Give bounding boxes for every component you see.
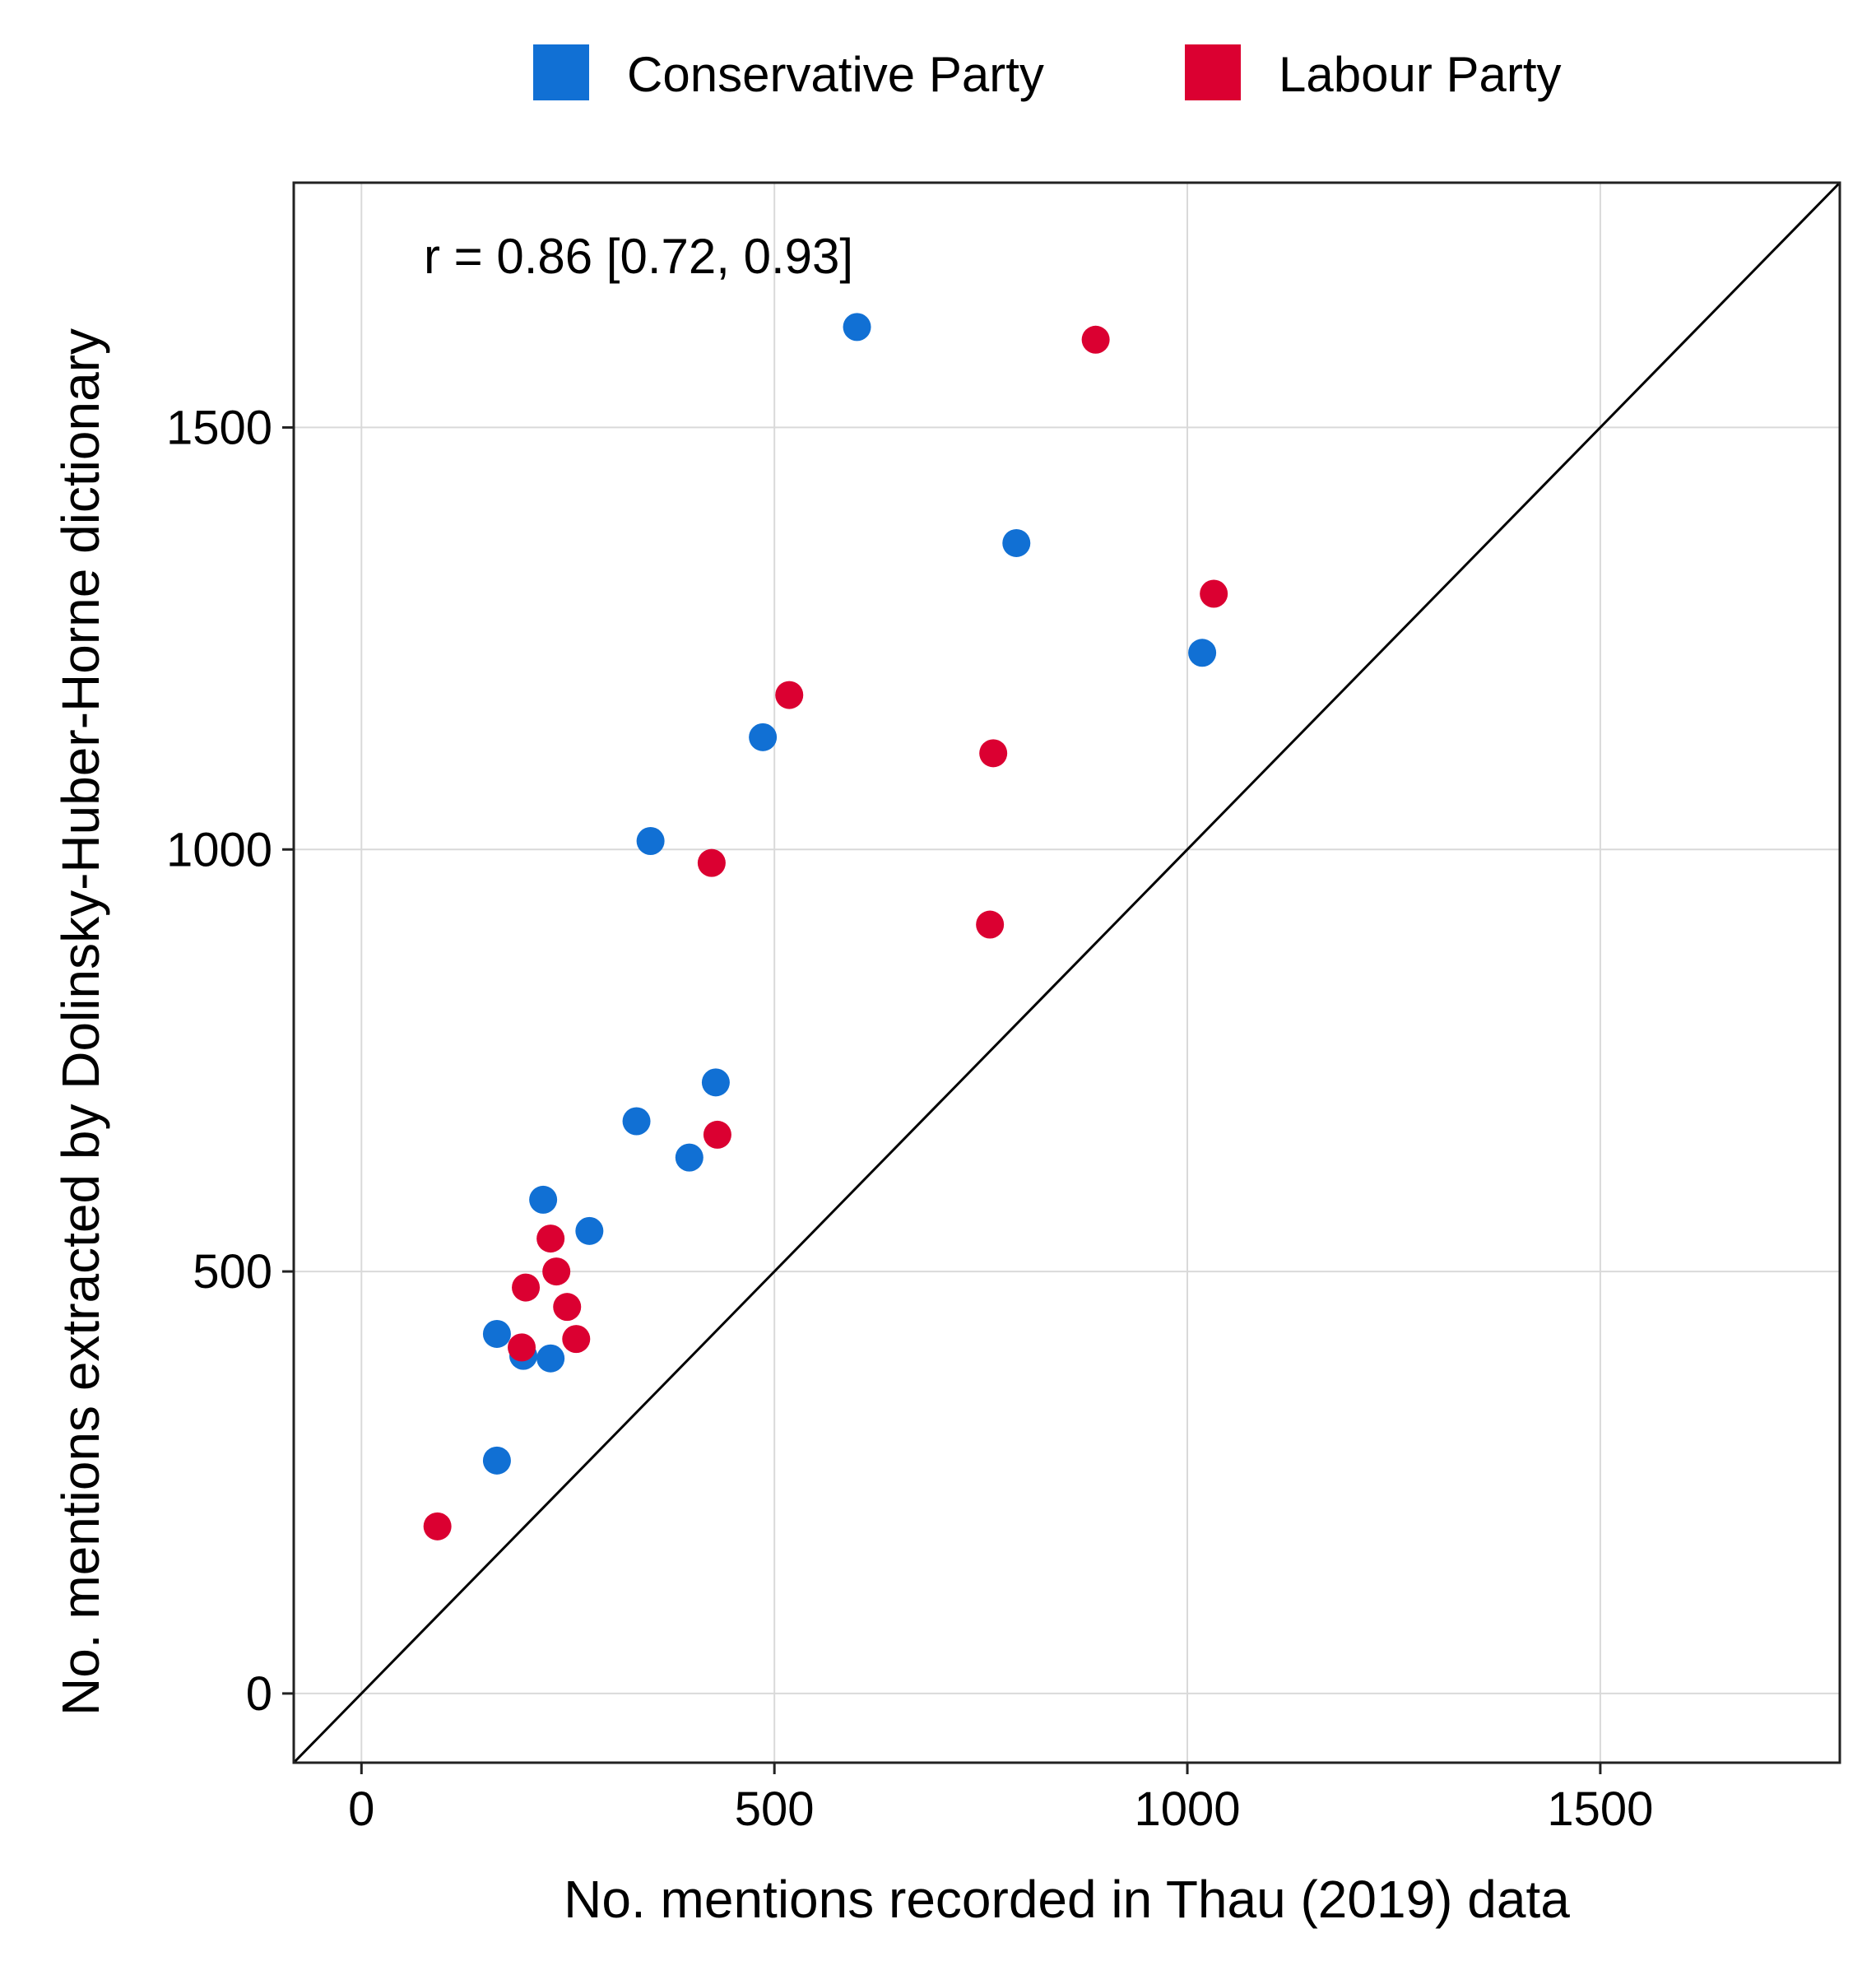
x-tick-label: 500 <box>735 1782 815 1836</box>
data-point <box>512 1273 541 1302</box>
data-point <box>482 1319 511 1348</box>
data-point <box>482 1446 511 1475</box>
data-point <box>1081 325 1110 354</box>
legend: Conservative Party Labour Party <box>533 44 1562 102</box>
x-tick-label: 1500 <box>1547 1782 1653 1836</box>
reference-line <box>292 181 1841 1764</box>
data-point <box>536 1344 565 1373</box>
y-tick-label: 500 <box>193 1245 272 1299</box>
data-point <box>703 1120 731 1149</box>
data-point <box>1200 579 1228 608</box>
data-point <box>529 1185 558 1214</box>
y-tick-label: 1000 <box>166 823 272 876</box>
correlation-annotation: r = 0.86 [0.72, 0.93] <box>424 229 853 284</box>
data-point <box>536 1224 565 1253</box>
series-conservative-party <box>482 313 1217 1475</box>
data-point <box>775 681 804 709</box>
x-axis-title: No. mentions recorded in Thau (2019) dat… <box>564 1870 1570 1929</box>
legend-item: Labour Party <box>1185 44 1562 102</box>
identity-line <box>292 181 1841 1764</box>
data-point <box>423 1512 452 1540</box>
data-point <box>562 1325 591 1354</box>
legend-key <box>533 44 589 100</box>
y-tick-label: 1500 <box>166 401 272 454</box>
data-point <box>697 848 726 877</box>
data-point <box>979 739 1008 768</box>
y-axis-title: No. mentions extracted by Dolinsky-Huber… <box>51 328 110 1716</box>
data-point <box>553 1293 582 1322</box>
data-point <box>701 1068 730 1097</box>
legend-label: Labour Party <box>1279 47 1562 102</box>
data-point <box>508 1333 536 1362</box>
x-tick-label: 0 <box>348 1782 374 1836</box>
series-labour-party <box>423 325 1228 1540</box>
axis-ticks: 0 500 1000 1500 0 500 1000 1500 <box>166 401 1653 1836</box>
legend-item: Conservative Party <box>533 44 1044 102</box>
data-point <box>542 1257 571 1286</box>
data-point <box>636 827 665 855</box>
data-point <box>575 1216 604 1245</box>
legend-key <box>1185 44 1241 100</box>
x-tick-label: 1000 <box>1135 1782 1241 1836</box>
plot-panel-border <box>292 181 1841 1764</box>
data-point <box>622 1107 651 1136</box>
legend-label: Conservative Party <box>627 47 1044 102</box>
data-point <box>675 1143 704 1172</box>
data-point <box>1188 639 1217 667</box>
data-points <box>423 313 1228 1540</box>
data-point <box>976 910 1005 939</box>
data-point <box>749 723 778 751</box>
y-tick-label: 0 <box>246 1667 272 1721</box>
data-point <box>1002 528 1031 557</box>
data-point <box>843 313 871 342</box>
